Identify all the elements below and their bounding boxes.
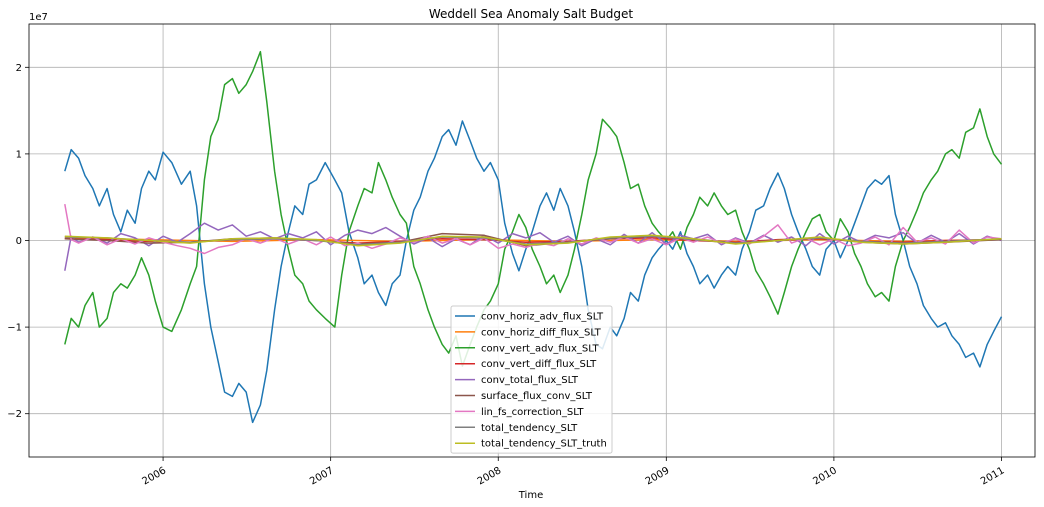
legend-box (450, 305, 613, 454)
legend-label-1: conv_horiz_diff_flux_SLT (481, 327, 602, 338)
legend-label-3: conv_vert_diff_flux_SLT (481, 359, 597, 370)
legend-label-7: total_tendency_SLT (481, 423, 578, 434)
legend-label-2: conv_vert_adv_flux_SLT (481, 343, 599, 354)
chart-title: Weddell Sea Anomaly Salt Budget (429, 7, 634, 21)
axes (25, 23, 1036, 461)
series-line-4 (64, 222, 1002, 271)
x-axis-label: Time (518, 490, 543, 501)
legend-label-5: surface_flux_conv_SLT (481, 391, 593, 402)
series-lines (64, 50, 1003, 424)
legend: conv_horiz_adv_flux_SLT conv_horiz_diff_f… (450, 305, 613, 454)
plot-frame (28, 23, 1036, 458)
series-line-8 (64, 234, 1002, 247)
legend-label-0: conv_horiz_adv_flux_SLT (481, 312, 604, 323)
y-tick-label-2: 0 (16, 236, 22, 247)
y-tick-label-1: −1 (7, 323, 22, 334)
series-line-2 (64, 50, 1003, 367)
series-line-6 (64, 203, 1002, 255)
legend-label-6: lin_fs_correction_SLT (481, 407, 584, 418)
y-offset-label: 1e7 (29, 12, 48, 23)
legend-label-4: conv_total_flux_SLT (481, 375, 579, 386)
y-tick-label-4: 2 (16, 63, 22, 74)
y-tick-label-3: 1 (16, 149, 22, 160)
y-tick-label-0: −2 (7, 409, 22, 420)
legend-label-8: total_tendency_SLT_truth (481, 439, 607, 450)
